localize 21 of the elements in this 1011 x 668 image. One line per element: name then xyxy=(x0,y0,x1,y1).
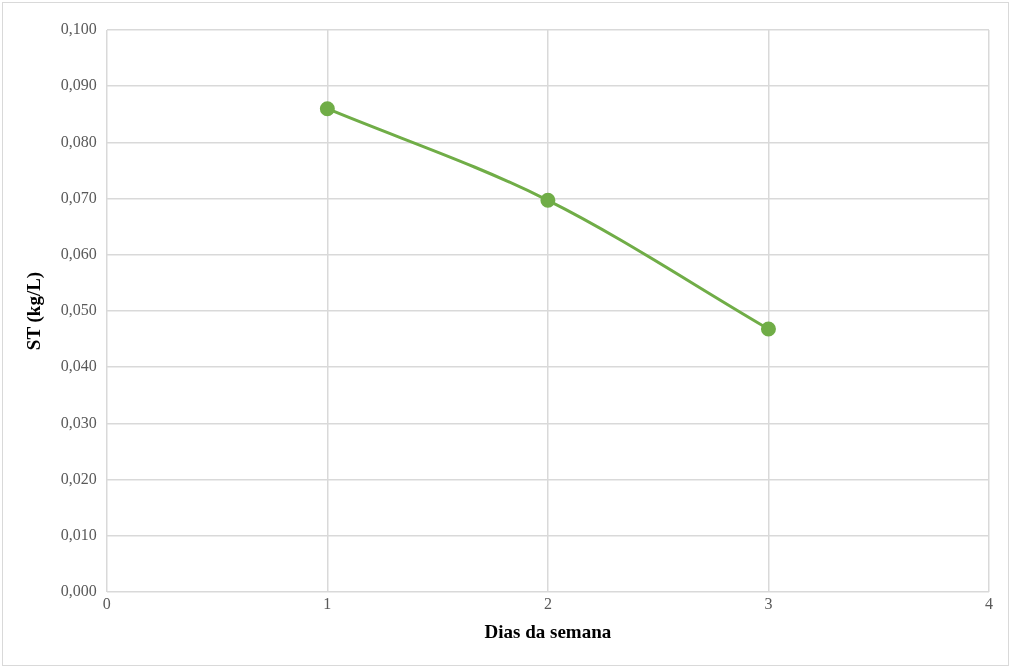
y-tick-label: 0,000 xyxy=(60,582,97,600)
point xyxy=(760,321,776,337)
x-tick-label: 3 xyxy=(764,594,773,612)
y-tick-label: 0,060 xyxy=(60,245,97,262)
x-tick-label: 0 xyxy=(102,594,111,612)
y-axis-title: ST (kg/L) xyxy=(23,271,46,351)
point xyxy=(540,192,556,208)
y-tick-label: 0,020 xyxy=(60,469,97,487)
y-tick-label: 0,040 xyxy=(60,357,97,375)
y-tick-label: 0,100 xyxy=(60,20,97,38)
y-tick-label: 0,030 xyxy=(60,413,97,431)
y-tick-label: 0,010 xyxy=(60,526,97,543)
x-tick-label: 4 xyxy=(985,594,993,612)
y-tick-label: 0,090 xyxy=(60,76,97,94)
y-tick-label: 0,050 xyxy=(60,301,97,319)
x-tick-label: 2 xyxy=(543,594,552,612)
point xyxy=(319,101,335,117)
x-tick-label: 1 xyxy=(323,594,332,612)
y-tick-label: 0,070 xyxy=(60,188,97,206)
x-axis-title: Dias da semana xyxy=(484,620,612,642)
y-tick-label: 0,080 xyxy=(60,132,97,150)
